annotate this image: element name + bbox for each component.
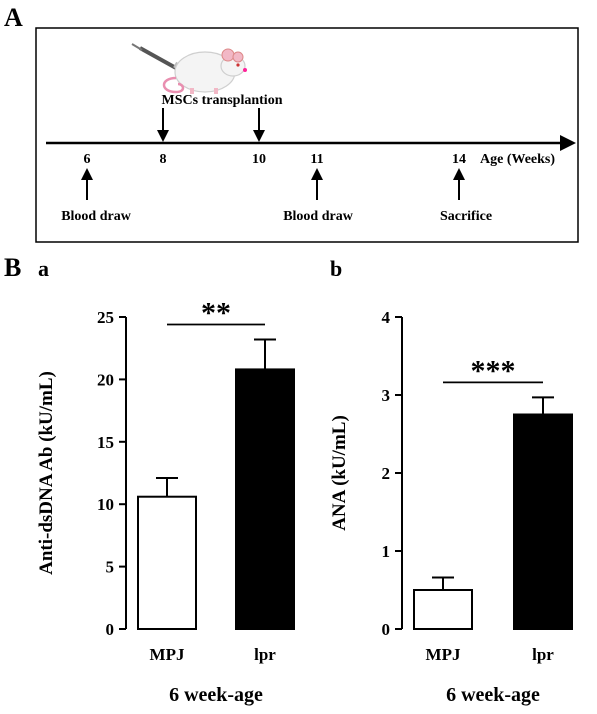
week-8-label: 8 xyxy=(160,152,167,167)
x-axis-label: 6 week-age xyxy=(169,684,263,706)
y-tick-label: 3 xyxy=(382,386,391,405)
x-tick-label: lpr xyxy=(532,645,554,664)
subpanel-label: b xyxy=(330,256,342,281)
blood-draw-label-6: Blood draw xyxy=(61,209,132,224)
x-axis-label: 6 week-age xyxy=(446,684,540,706)
significance-label: ** xyxy=(201,296,231,329)
panel-b-label: B xyxy=(4,253,21,282)
timeline-axis-label: Age (Weeks) xyxy=(480,152,555,167)
y-tick-label: 4 xyxy=(382,308,391,327)
week-14-label: 14 xyxy=(452,152,466,167)
y-tick-label: 25 xyxy=(97,308,114,327)
y-axis-label: Anti-dsDNA Ab (kU/mL) xyxy=(36,371,57,575)
timeline-axis xyxy=(46,135,576,151)
y-tick-label: 20 xyxy=(97,370,114,389)
y-tick-label: 5 xyxy=(106,558,115,577)
week-10-label: 10 xyxy=(252,152,266,167)
sacrifice-arrow-14 xyxy=(453,168,465,200)
sacrifice-label: Sacrifice xyxy=(440,209,492,224)
y-tick-label: 1 xyxy=(382,542,391,561)
chart-b: b 0 1 2 3 4 ANA (kU/mL) MPJ lpr *** 6 week-age xyxy=(329,256,573,706)
bar-mpj xyxy=(137,495,197,630)
transplant-arrow-10 xyxy=(253,108,265,142)
y-axis-label: ANA (kU/mL) xyxy=(329,415,350,531)
transplant-arrow-8 xyxy=(157,108,169,142)
bar-lpr xyxy=(235,368,295,630)
y-tick-label: 15 xyxy=(97,433,114,452)
bar-lpr xyxy=(513,413,573,630)
week-6-label: 6 xyxy=(84,152,91,167)
blood-draw-label-11: Blood draw xyxy=(283,209,354,224)
x-tick-label: lpr xyxy=(254,645,276,664)
significance-label: *** xyxy=(471,354,516,387)
y-tick-label: 2 xyxy=(382,464,391,483)
subpanel-label: a xyxy=(38,256,49,281)
y-tick-label: 10 xyxy=(97,495,114,514)
chart-a: a 0 5 10 15 20 25 Anti-dsDNA Ab (kU/mL) MPJ lpr **… xyxy=(36,256,295,706)
panel-a-label: A xyxy=(4,3,23,32)
blood-draw-arrow-6 xyxy=(81,168,93,200)
x-tick-label: MPJ xyxy=(426,645,461,664)
timeline-frame xyxy=(35,27,579,243)
mouse-with-syringe-icon xyxy=(131,43,247,94)
blood-draw-arrow-11 xyxy=(311,168,323,200)
x-tick-label: MPJ xyxy=(150,645,185,664)
transplant-label: MSCs transplantion xyxy=(162,93,283,108)
y-tick-label: 0 xyxy=(106,620,115,639)
week-11-label: 11 xyxy=(310,152,323,167)
y-tick-label: 0 xyxy=(382,620,391,639)
bar-mpj xyxy=(413,589,473,630)
